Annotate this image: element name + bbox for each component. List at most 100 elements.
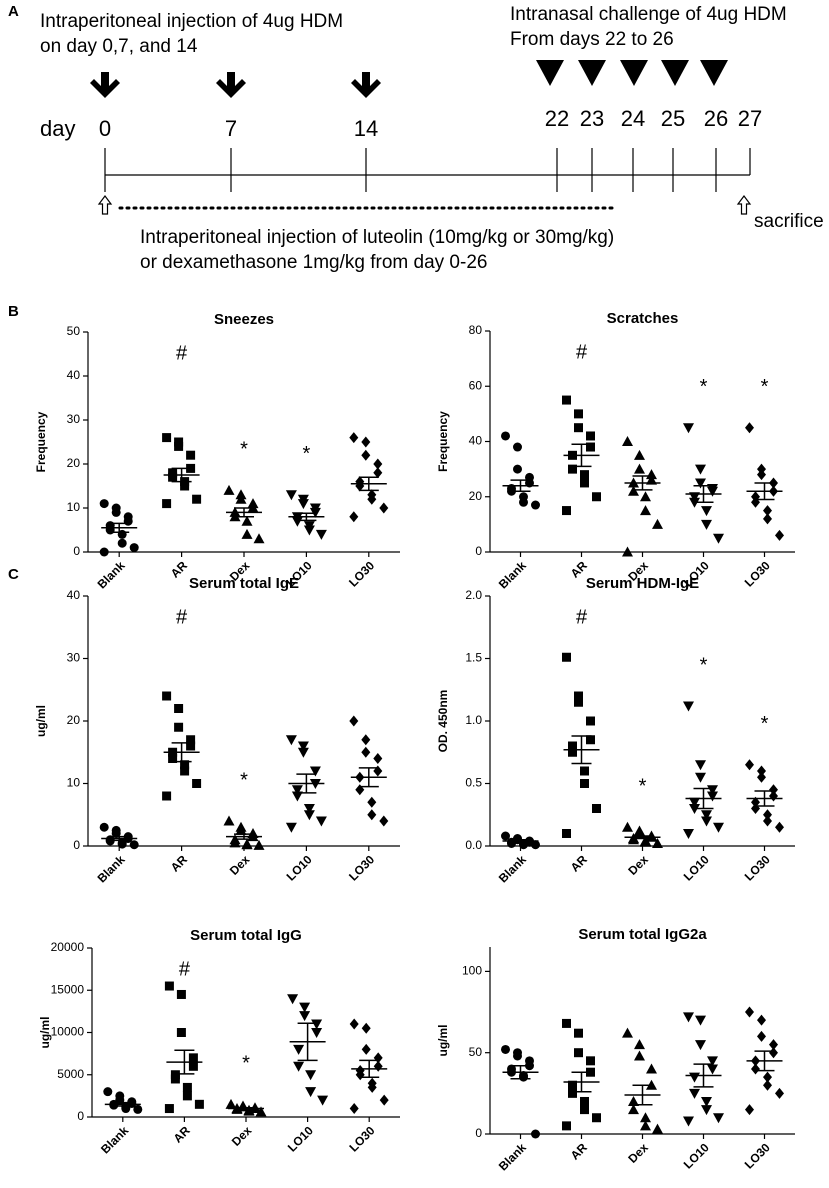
data-point xyxy=(763,809,772,821)
data-point xyxy=(574,1048,583,1058)
data-point xyxy=(379,1094,389,1106)
data-point xyxy=(652,518,663,529)
data-point xyxy=(586,431,595,441)
data-point xyxy=(646,1063,657,1074)
data-point xyxy=(103,1087,113,1097)
y-axis-label: Frequency xyxy=(34,411,48,472)
data-point xyxy=(769,1047,778,1059)
data-point xyxy=(775,821,784,833)
data-point xyxy=(164,981,174,991)
data-point xyxy=(574,423,583,433)
timeline-text: Intranasal challenge of 4ug HDM xyxy=(510,4,787,25)
end-arrow xyxy=(736,195,752,215)
x-tick-label: Blank xyxy=(98,1123,131,1156)
data-point xyxy=(174,441,184,451)
data-point xyxy=(586,1056,595,1066)
panel-letter: B xyxy=(8,303,19,320)
data-point xyxy=(707,1064,718,1075)
data-point xyxy=(586,735,595,745)
data-point xyxy=(751,796,760,808)
data-point xyxy=(285,822,297,833)
error-bar xyxy=(571,1071,592,1093)
y-tick-label: 0 xyxy=(475,1126,482,1140)
data-point xyxy=(695,1040,706,1051)
data-point xyxy=(123,516,133,526)
data-point xyxy=(580,470,589,480)
error-bar xyxy=(296,773,317,794)
data-point xyxy=(176,989,186,999)
data-point xyxy=(315,529,327,540)
data-point xyxy=(303,804,315,814)
error-bar xyxy=(693,484,714,504)
data-point xyxy=(592,492,601,502)
error-bar xyxy=(510,839,531,843)
data-point xyxy=(349,1018,359,1030)
injection-arrow xyxy=(90,72,120,98)
data-point xyxy=(174,704,184,713)
data-point xyxy=(513,464,522,474)
data-point xyxy=(689,492,700,503)
data-point xyxy=(170,1074,180,1084)
x-tick-label: LO30 xyxy=(346,852,377,883)
data-point xyxy=(315,816,327,827)
data-point xyxy=(562,506,571,516)
data-point xyxy=(640,836,651,847)
data-point xyxy=(373,1060,383,1072)
data-point xyxy=(751,1063,760,1075)
error-bar xyxy=(632,1084,653,1106)
data-point xyxy=(580,478,589,488)
data-point xyxy=(311,1019,323,1030)
y-tick-label: 10000 xyxy=(51,1025,85,1039)
data-point xyxy=(695,478,706,489)
data-point xyxy=(379,815,389,827)
data-point xyxy=(574,409,583,419)
data-point xyxy=(775,529,784,541)
y-tick-label: 30 xyxy=(67,651,81,665)
data-point xyxy=(683,1012,694,1023)
error-bar xyxy=(754,790,775,807)
data-point xyxy=(180,766,190,776)
error-bar xyxy=(359,1059,380,1079)
data-point xyxy=(305,1070,317,1081)
x-tick-label: Blank xyxy=(496,558,529,591)
y-tick-label: 20 xyxy=(469,489,483,503)
chart-title: Serum total IgG xyxy=(190,927,302,944)
data-point xyxy=(701,519,712,530)
data-point xyxy=(180,760,190,770)
panel-letter: C xyxy=(8,566,19,583)
significance-mark: * xyxy=(240,439,248,461)
data-point xyxy=(303,525,315,536)
y-tick-label: 10 xyxy=(67,500,81,514)
data-point xyxy=(241,528,253,539)
x-tick-label: LO10 xyxy=(681,1140,712,1171)
data-point xyxy=(164,1104,174,1114)
data-point xyxy=(683,1116,694,1127)
data-point xyxy=(133,1104,143,1114)
day-number: 23 xyxy=(580,106,604,131)
data-point xyxy=(168,754,178,763)
error-bar xyxy=(632,475,653,491)
error-bar xyxy=(358,767,379,788)
significance-mark: # xyxy=(176,606,188,628)
data-point xyxy=(367,1081,377,1093)
chart-title: Serum HDM-IgE xyxy=(586,575,699,592)
data-point xyxy=(707,791,718,802)
y-axis-label: ug/ml xyxy=(38,1017,52,1049)
data-point xyxy=(622,436,633,446)
x-tick-label: Dex xyxy=(625,852,651,878)
data-point xyxy=(241,515,253,526)
data-point xyxy=(180,481,190,491)
significance-mark: * xyxy=(700,376,708,398)
y-tick-label: 15000 xyxy=(51,982,85,996)
y-tick-label: 80 xyxy=(469,323,483,337)
x-tick-label: AR xyxy=(168,852,190,874)
error-bar xyxy=(571,735,592,765)
data-point xyxy=(305,1087,317,1098)
data-point xyxy=(757,1014,766,1026)
data-point xyxy=(162,791,172,801)
x-tick-label: AR xyxy=(568,1140,590,1162)
data-point xyxy=(580,1105,589,1115)
data-point xyxy=(297,499,309,510)
y-tick-label: 20000 xyxy=(51,940,85,954)
data-point xyxy=(574,691,583,701)
